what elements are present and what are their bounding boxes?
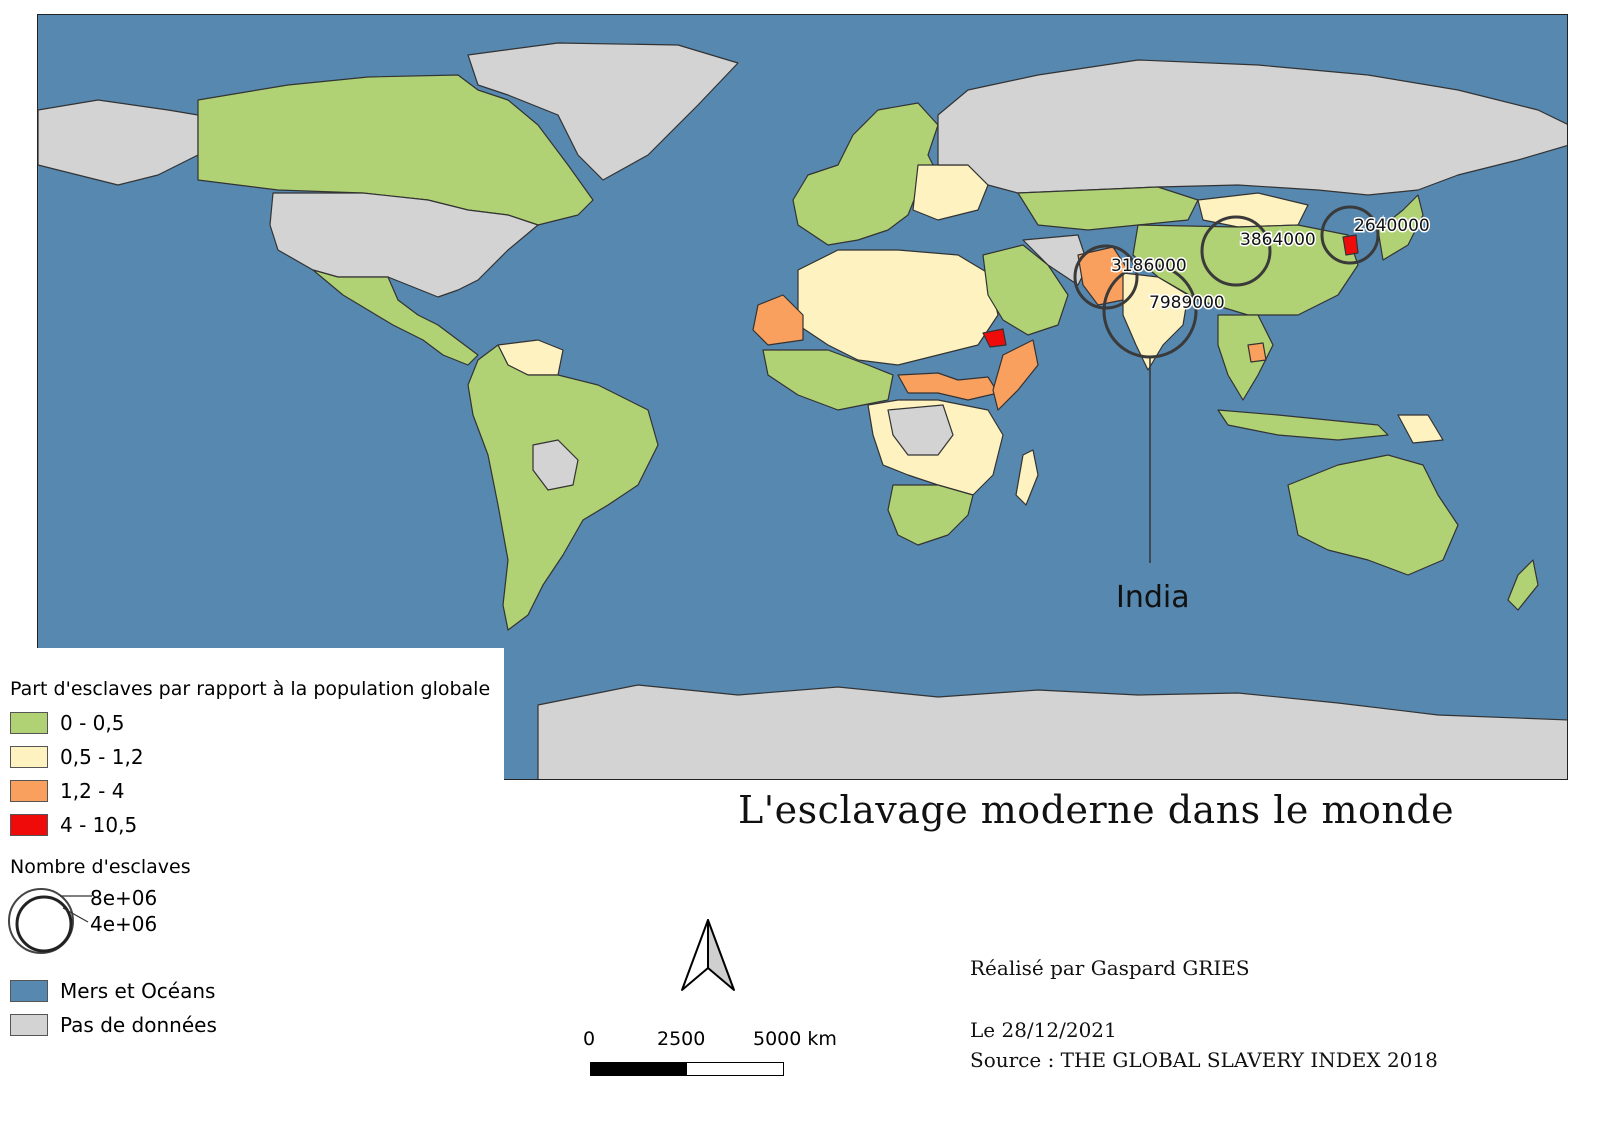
- author-credit: Réalisé par Gaspard GRIES: [970, 956, 1250, 980]
- legend-row-sea: Mers et Océans: [10, 979, 216, 1003]
- legend-row-class-2: 0,5 - 1,2: [10, 745, 144, 769]
- legend-swatch: [10, 1014, 48, 1036]
- north-korea: [1342, 234, 1359, 256]
- label-pakistan: 3186000: [1111, 256, 1187, 276]
- legend-label: Pas de données: [60, 1013, 217, 1037]
- legend-circles-symbol: [8, 888, 92, 954]
- southern-africa: [887, 484, 974, 546]
- legend-row-nodata: Pas de données: [10, 1013, 217, 1037]
- scale-label-0: 0: [583, 1028, 596, 1050]
- legend-label: Mers et Océans: [60, 979, 216, 1003]
- value-labels: 3864000 2640000 3186000 7989000: [1110, 215, 1432, 315]
- southeast-asia: [1217, 314, 1274, 401]
- drc: [887, 404, 954, 456]
- sahel-band: [897, 372, 999, 401]
- legend-label: 0,5 - 1,2: [60, 745, 144, 769]
- label-india: 7989000: [1149, 293, 1225, 313]
- circle-pakistan: [1073, 244, 1139, 310]
- legend-choropleth-title: Part d'esclaves par rapport à la populat…: [10, 678, 491, 700]
- usa: [269, 192, 539, 298]
- scale-bar-segment-dark: [591, 1063, 687, 1075]
- china: [1132, 224, 1359, 316]
- cambodia: [1247, 342, 1267, 363]
- middle-east: [982, 244, 1069, 336]
- russia: [937, 59, 1567, 196]
- papua-new-guinea: [1397, 414, 1444, 444]
- circle-north-korea: [1320, 205, 1380, 265]
- source-credit: Source : THE GLOBAL SLAVERY INDEX 2018: [970, 1048, 1438, 1072]
- scale-label-5000: 5000 km: [753, 1028, 837, 1050]
- eritrea: [982, 328, 1007, 348]
- madagascar: [1015, 449, 1039, 506]
- map-canvas: 3864000 2640000 3186000 7989000 India: [38, 42, 1567, 779]
- west-africa: [762, 349, 894, 411]
- circle-china: [1200, 215, 1272, 287]
- alaska: [38, 99, 199, 186]
- legend-row-class-1: 0 - 0,5: [10, 711, 125, 735]
- greenland: [467, 42, 739, 181]
- europe: [792, 102, 939, 246]
- indonesia: [1217, 409, 1389, 441]
- legend-circle-label-small: 4e+06: [90, 912, 158, 936]
- somalia: [992, 339, 1039, 411]
- legend-label: 1,2 - 4: [60, 779, 125, 803]
- legend-label: 4 - 10,5: [60, 813, 138, 837]
- mexico-central-america: [312, 269, 479, 366]
- new-zealand: [1507, 559, 1539, 611]
- legend-row-class-3: 1,2 - 4: [10, 779, 125, 803]
- canada: [197, 74, 594, 226]
- legend-swatch: [10, 980, 48, 1002]
- legend-swatch: [10, 780, 48, 802]
- legend-swatch: [10, 712, 48, 734]
- scale-bar-segment-light: [687, 1063, 783, 1075]
- legend-circle-label-large: 8e+06: [90, 886, 158, 910]
- australia: [1287, 454, 1459, 576]
- legend-swatch: [10, 746, 48, 768]
- map-title: L'esclavage moderne dans le monde: [738, 788, 1455, 832]
- legend: [0, 648, 504, 782]
- bolivia: [532, 439, 579, 491]
- callout-india: India: [1116, 580, 1190, 615]
- japan: [1377, 194, 1424, 261]
- north-africa: [797, 249, 999, 366]
- label-china: 3864000: [1240, 230, 1316, 250]
- antarctica: [537, 684, 1567, 779]
- date-credit: Le 28/12/2021: [970, 1018, 1117, 1042]
- legend-label: 0 - 0,5: [60, 711, 125, 735]
- central-asia: [1017, 186, 1199, 231]
- legend-circles-title: Nombre d'esclaves: [10, 856, 191, 878]
- scale-label-2500: 2500: [657, 1028, 706, 1050]
- scale-bar: [590, 1062, 784, 1076]
- legend-row-class-4: 4 - 10,5: [10, 813, 138, 837]
- label-north-korea: 2640000: [1354, 216, 1430, 236]
- north-arrow-icon: [681, 919, 735, 991]
- mauritania: [752, 294, 804, 346]
- legend-swatch: [10, 814, 48, 836]
